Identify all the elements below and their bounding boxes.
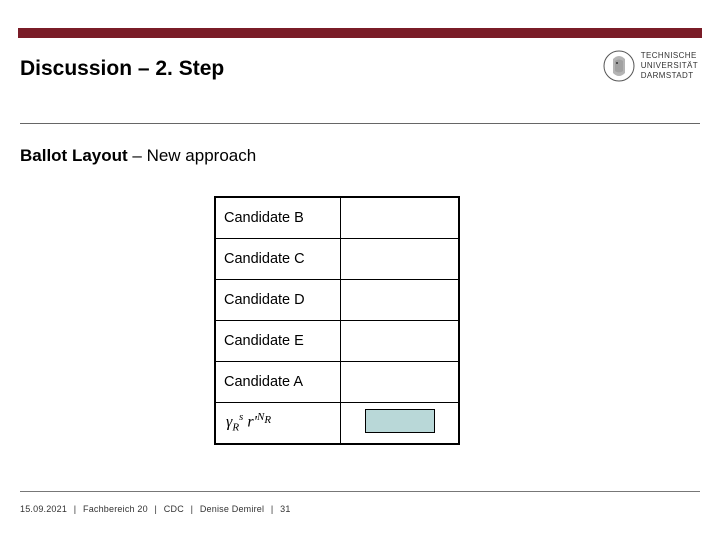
table-row: Candidate D xyxy=(216,280,459,321)
candidate-label: Candidate B xyxy=(216,198,341,239)
candidate-code xyxy=(341,362,459,403)
table-row: Candidate B xyxy=(216,198,459,239)
footer-author: Denise Demirel xyxy=(200,504,264,514)
footer-date: 15.09.2021 xyxy=(20,504,67,514)
code-box xyxy=(365,409,435,433)
athena-icon xyxy=(603,50,635,82)
logo-line-1: TECHNISCHE xyxy=(641,51,698,61)
candidate-code xyxy=(341,198,459,239)
title-underline xyxy=(20,123,700,124)
code-box-cell xyxy=(341,403,459,444)
formula-cell: γRs r'NR xyxy=(216,403,341,444)
logo-line-2: UNIVERSITÄT xyxy=(641,61,698,71)
table-row: Candidate A xyxy=(216,362,459,403)
footer: 15.09.2021 | Fachbereich 20 | CDC | Deni… xyxy=(20,504,291,514)
candidate-label: Candidate D xyxy=(216,280,341,321)
logo-line-3: DARMSTADT xyxy=(641,71,698,81)
footer-group: CDC xyxy=(164,504,184,514)
footer-divider xyxy=(20,491,700,492)
footer-sep: | xyxy=(74,504,77,514)
slide-title: Discussion – 2. Step xyxy=(20,56,700,81)
footer-dept: Fachbereich 20 xyxy=(83,504,148,514)
title-row: Discussion – 2. Step xyxy=(20,56,700,124)
candidate-label: Candidate E xyxy=(216,321,341,362)
footer-sep: | xyxy=(155,504,158,514)
table-row-formula: γRs r'NR xyxy=(216,403,459,444)
ballot-body: Candidate B Candidate C Candidate D Cand… xyxy=(216,198,459,444)
candidate-code xyxy=(341,280,459,321)
candidate-label: Candidate C xyxy=(216,239,341,280)
candidate-code xyxy=(341,239,459,280)
university-logo: TECHNISCHE UNIVERSITÄT DARMSTADT xyxy=(603,50,698,82)
formula-text: γRs r'NR xyxy=(216,412,271,434)
footer-page: 31 xyxy=(280,504,290,514)
footer-sep: | xyxy=(191,504,194,514)
candidate-code xyxy=(341,321,459,362)
subtitle-rest: – New approach xyxy=(128,146,257,165)
table-row: Candidate E xyxy=(216,321,459,362)
subtitle: Ballot Layout – New approach xyxy=(20,146,256,166)
university-name: TECHNISCHE UNIVERSITÄT DARMSTADT xyxy=(641,51,698,81)
brand-bar xyxy=(18,28,702,38)
table-row: Candidate C xyxy=(216,239,459,280)
subtitle-bold: Ballot Layout xyxy=(20,146,128,165)
candidate-label: Candidate A xyxy=(216,362,341,403)
footer-sep: | xyxy=(271,504,274,514)
ballot-table: Candidate B Candidate C Candidate D Cand… xyxy=(214,196,460,445)
